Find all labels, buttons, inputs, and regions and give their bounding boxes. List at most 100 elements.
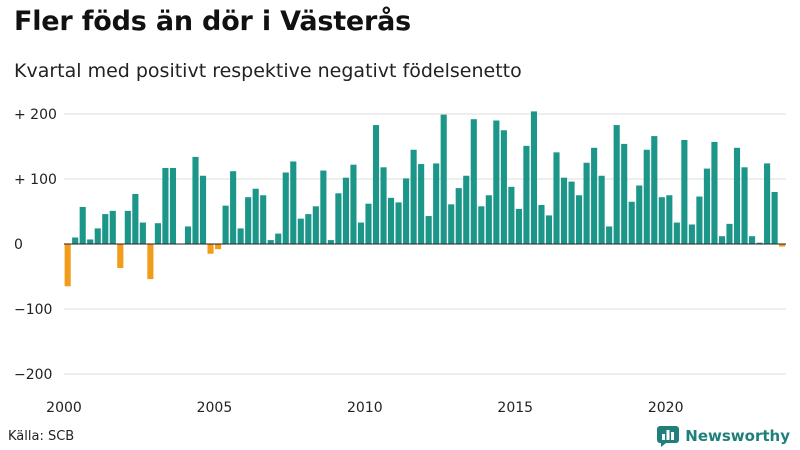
bar-89 <box>733 147 741 244</box>
bar-82 <box>681 140 688 244</box>
bar-3 <box>87 239 94 244</box>
gridlines <box>64 113 786 375</box>
bar-19 <box>207 244 214 254</box>
bar-63 <box>538 205 545 244</box>
bar-49 <box>433 163 440 244</box>
bar-83 <box>688 224 695 244</box>
bar-87 <box>718 236 726 244</box>
bar-26 <box>260 195 267 244</box>
bar-66 <box>560 177 568 244</box>
bar-80 <box>666 195 673 244</box>
bar-27 <box>267 240 274 244</box>
bar-28 <box>275 233 282 244</box>
bar-75 <box>628 201 635 244</box>
bar-50 <box>440 114 447 245</box>
bar-77 <box>643 149 650 244</box>
bar-81 <box>673 222 680 244</box>
bar-8 <box>124 210 131 244</box>
bar-70 <box>591 147 598 244</box>
x-tick-label-0: 2000 <box>46 400 82 416</box>
bar-51 <box>448 204 455 244</box>
bar-0 <box>64 244 71 287</box>
brand-name: Newsworthy <box>685 427 790 445</box>
bar-56 <box>485 195 492 244</box>
bar-1 <box>72 237 79 244</box>
bar-85 <box>703 168 710 244</box>
bar-84 <box>696 196 703 244</box>
bar-48 <box>425 216 432 244</box>
bar-30 <box>290 161 297 244</box>
bar-79 <box>658 197 665 244</box>
bar-95 <box>779 244 786 247</box>
bar-20 <box>215 244 222 250</box>
bars <box>64 111 786 287</box>
bar-5 <box>102 214 109 244</box>
bar-32 <box>305 214 312 244</box>
bar-93 <box>764 163 771 244</box>
axes: + 200 + 100 0 −100 −200 2000 2005 2010 2015 2020 <box>14 107 786 416</box>
bar-4 <box>94 228 101 244</box>
source-note: Källa: SCB <box>8 429 75 444</box>
bar-59 <box>508 186 515 244</box>
y-tick-label-1: + 100 <box>14 172 57 188</box>
bar-74 <box>621 143 628 244</box>
bar-38 <box>350 164 357 244</box>
y-tick-label-4: −200 <box>14 367 52 383</box>
bar-52 <box>455 188 462 244</box>
bar-16 <box>184 226 192 244</box>
bar-68 <box>576 195 583 244</box>
x-tick-label-1: 2005 <box>197 400 233 416</box>
x-tick-label-4: 2020 <box>648 400 684 416</box>
chart-title: Fler föds än dör i Västerås <box>14 6 412 37</box>
chart-subtitle: Kvartal med positivt respektive negativt… <box>14 60 522 82</box>
y-tick-label-2: 0 <box>14 237 23 253</box>
bar-88 <box>726 223 733 244</box>
bar-69 <box>583 162 590 244</box>
bar-94 <box>771 192 778 244</box>
bar-40 <box>365 203 372 244</box>
bar-78 <box>651 136 658 244</box>
bar-11 <box>147 244 154 280</box>
bar-92 <box>756 242 763 244</box>
bar-72 <box>606 226 613 244</box>
bar-91 <box>749 236 756 244</box>
bar-34 <box>320 170 327 244</box>
bar-29 <box>282 172 289 244</box>
bar-23 <box>237 228 244 244</box>
bar-62 <box>530 111 538 245</box>
bar-61 <box>523 145 530 244</box>
bar-47 <box>418 164 425 244</box>
y-tick-label-0: + 200 <box>14 107 57 123</box>
bar-86 <box>711 141 718 244</box>
bar-64 <box>545 215 553 244</box>
x-tick-label-3: 2015 <box>497 400 533 416</box>
bar-73 <box>613 125 620 244</box>
bar-7 <box>117 244 124 269</box>
bar-39 <box>357 222 365 244</box>
bar-10 <box>139 222 146 244</box>
bar-46 <box>410 149 417 244</box>
bar-44 <box>395 202 402 244</box>
bar-90 <box>741 167 748 244</box>
bar-9 <box>132 193 139 244</box>
bar-57 <box>493 120 500 244</box>
bar-12 <box>154 223 161 244</box>
bar-22 <box>230 171 237 244</box>
bar-18 <box>199 175 207 244</box>
bar-24 <box>245 197 252 244</box>
bar-33 <box>312 206 319 244</box>
bar-55 <box>478 206 485 244</box>
bar-21 <box>222 205 229 244</box>
bar-67 <box>568 181 575 244</box>
bar-chart: + 200 + 100 0 −100 −200 2000 2005 2010 2015 2020 <box>14 107 786 416</box>
bar-6 <box>109 210 116 244</box>
bar-53 <box>463 175 470 244</box>
bar-76 <box>636 185 643 244</box>
bar-14 <box>169 167 177 244</box>
brand-logo: Newsworthy <box>657 424 790 448</box>
bar-60 <box>515 208 522 244</box>
bar-41 <box>372 125 380 244</box>
bar-42 <box>380 167 387 244</box>
bar-43 <box>388 197 395 244</box>
bar-37 <box>342 177 349 244</box>
